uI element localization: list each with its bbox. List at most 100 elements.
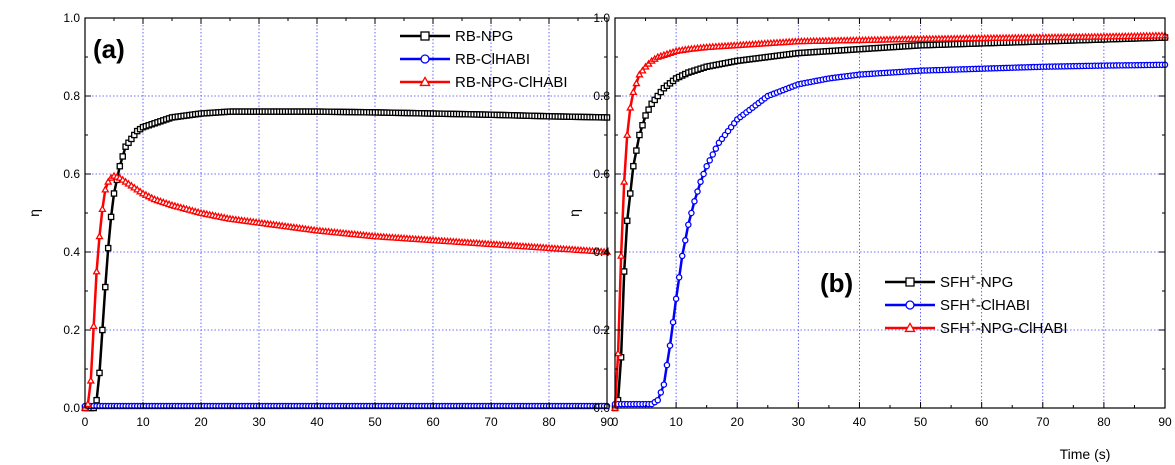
series-sfh-npg [611,34,1169,412]
x-tick-label: 30 [792,415,806,429]
series-line [83,174,608,409]
data-point [627,190,634,197]
data-point [642,112,649,119]
x-tick-label: 90 [1158,415,1172,429]
data-point [688,209,695,217]
legend-entry: SFH+-NPG-ClHABI [885,319,1068,337]
y-tick-label: 0.6 [593,167,610,181]
panel-label: (a) [93,34,125,64]
legend-entry: SFH+-NPG [885,273,1013,291]
y-tick-label: 1.0 [593,11,610,25]
y-tick-label: 0.2 [63,323,80,337]
data-point [620,177,629,185]
data-point [92,267,101,275]
chart-panel-b: 0 10 20 30 40 50 60 70 80 900.00.20.40.60.81.0ηTi… [566,11,1172,462]
data-point [107,213,115,221]
data-point [613,349,623,357]
series-sfh-npg-clhabi [610,31,1170,411]
data-point [632,79,641,87]
y-tick-label: 0.0 [63,401,80,415]
x-tick-label: 50 [368,415,382,429]
data-point [620,268,628,275]
data-point [700,170,707,178]
ticks: 0 10 20 30 40 50 60 70 80 900.00.20.40.60.81.0 [593,11,1172,429]
data-point [638,66,647,74]
data-point [691,198,698,205]
x-tick-label: 80 [542,415,556,429]
legend-marker [904,322,916,333]
data-point [636,131,643,139]
data-point [96,369,103,377]
x-tick-label: 10 [136,415,150,429]
data-point [685,221,692,228]
legend-entry: RB-NPG-ClHABI [400,74,568,91]
data-point [639,122,646,129]
legend-label: RB-NPG-ClHABI [455,74,568,91]
x-tick-label: 90 [600,415,614,429]
legend-marker [905,300,915,310]
data-point [617,251,626,259]
series-markers [80,171,612,411]
legend-label: SFH+-ClHABI [940,296,1030,314]
series-markers [611,61,1169,408]
data-point [645,106,652,113]
legend-marker [420,54,430,64]
y-tick-label: 0.6 [63,167,80,181]
y-axis-label: η [566,209,582,217]
x-axis-label: Time (s) [1060,446,1111,462]
data-point [663,361,671,369]
data-point [93,396,100,404]
plot-frame [614,17,1166,409]
legend-marker [905,277,915,287]
series-rb-npg-clhabi [80,171,612,411]
x-tick-label: 0 [612,415,619,429]
data-point [633,147,640,154]
data-point [116,162,124,170]
data-point [654,396,662,404]
x-tick-label: 70 [484,415,498,429]
legend-marker [419,76,431,87]
x-tick-label: 40 [853,415,867,429]
legend-entry: SFH+-ClHABI [885,296,1030,314]
data-point [629,87,638,95]
y-tick-label: 0.8 [593,89,610,103]
series-markers [611,34,1169,412]
data-point [697,178,704,186]
legend: RB-NPG RB-ClHABI RB-NPG-ClHABI [400,28,568,91]
data-point [626,103,635,111]
x-tick-label: 40 [310,415,324,429]
legend-label: SFH+-NPG [940,273,1013,291]
data-point [110,190,118,197]
ticks: 0 10 20 30 40 50 60 70 80 900.00.20.40.60.81.0 [63,11,614,429]
data-point [101,185,110,193]
grid [615,18,1165,408]
y-axis-label: η [26,209,42,217]
legend-entry: RB-NPG [400,28,513,45]
y-tick-label: 0.0 [593,401,610,415]
x-tick-label: 50 [914,415,928,429]
data-point [102,283,109,291]
panel-label: (b) [820,268,853,298]
data-point [98,204,107,212]
series-line [613,34,1165,409]
series-markers [610,31,1170,411]
data-point [675,274,683,281]
data-point [635,70,644,78]
data-point [86,376,95,384]
x-tick-label: 0 [82,415,89,429]
series-line [613,36,1166,409]
data-point [709,151,717,158]
data-point [682,237,689,244]
data-point [99,326,106,334]
legend-entry: RB-ClHABI [400,51,530,68]
data-point [706,157,713,164]
data-point [630,162,637,170]
x-tick-label: 30 [252,415,266,429]
data-point [669,318,677,326]
data-point [703,162,710,170]
y-tick-label: 1.0 [63,11,80,25]
series-rb-npg [81,108,611,412]
y-tick-label: 0.8 [63,89,80,103]
x-tick-label: 60 [426,415,440,429]
